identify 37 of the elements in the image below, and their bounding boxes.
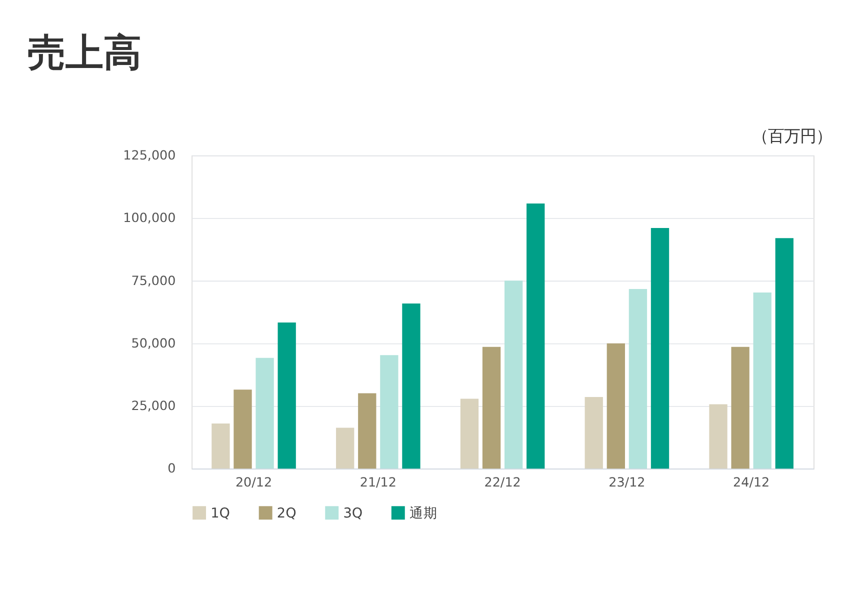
y-tick-label: 75,000 [131, 272, 176, 288]
bar [709, 404, 728, 469]
y-axis-title: （百万円） [752, 126, 832, 146]
legend-label: 通期 [409, 505, 438, 522]
bar [584, 396, 603, 469]
chart-title: 売上高 [27, 30, 142, 74]
x-tick-label: 21/12 [360, 474, 396, 490]
x-tick-label: 23/12 [608, 474, 646, 490]
bar [234, 390, 252, 469]
bar [460, 398, 479, 469]
bar [278, 322, 296, 469]
bar [402, 303, 420, 469]
bar [380, 355, 398, 469]
bar [753, 292, 772, 469]
bar [731, 346, 750, 469]
bar [336, 428, 354, 469]
bar [606, 343, 625, 469]
legend-label: 1Q [210, 505, 230, 522]
y-tick-label: 125,000 [123, 147, 176, 162]
y-tick-label: 100,000 [123, 210, 176, 226]
y-tick-label: 50,000 [131, 335, 176, 350]
bar [775, 238, 794, 469]
legend-label: 3Q [343, 505, 363, 522]
bar [526, 203, 545, 469]
bar [482, 346, 501, 469]
x-tick-label: 24/12 [733, 474, 770, 490]
bar [628, 288, 648, 469]
y-tick-label: 25,000 [131, 398, 176, 414]
bar [650, 228, 670, 469]
bar [358, 393, 376, 469]
legend-label: 2Q [276, 505, 296, 522]
bar [212, 424, 230, 469]
y-tick-label: 0 [168, 460, 176, 476]
bar [256, 358, 274, 469]
x-tick-label: 22/12 [484, 474, 521, 490]
bar [504, 280, 523, 469]
x-tick-label: 20/12 [235, 474, 272, 490]
